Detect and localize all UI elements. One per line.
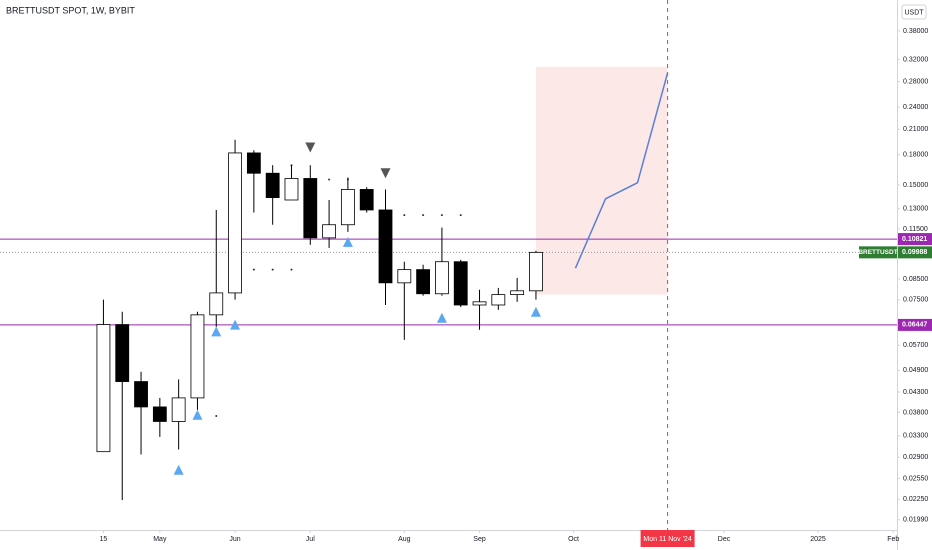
candle-body (209, 292, 224, 316)
up-marker (530, 306, 541, 317)
x-tick-label: Feb (887, 536, 899, 543)
candle-body (246, 152, 261, 174)
candle-body (416, 269, 431, 295)
level-box (898, 233, 932, 246)
x-tick-label: 15 (100, 536, 108, 543)
indicator-dot (252, 268, 255, 271)
y-tick-label: 0.13000 (903, 206, 928, 213)
level-label: 0.10821 (902, 236, 927, 243)
candle-body (472, 301, 487, 306)
x-tick-label: Mon 11 Nov '24 (643, 536, 691, 543)
up-marker (436, 312, 447, 323)
y-tick-label: 0.28000 (903, 78, 928, 85)
y-tick-label: 0.05700 (903, 342, 928, 349)
x-tick-label: Dec (718, 536, 731, 543)
x-tick-label: Sep (473, 536, 486, 543)
y-tick-label: 0.21000 (903, 126, 928, 133)
x-tick-label: May (153, 536, 167, 543)
indicator-dot (440, 214, 443, 217)
last-price-label: 0.09988 (902, 249, 927, 256)
level-box (898, 318, 932, 331)
up-marker (173, 464, 184, 475)
candle-body (510, 290, 525, 296)
candle-body (134, 381, 148, 408)
target-zone (535, 66, 668, 295)
candle-body (228, 152, 242, 294)
y-tick-label: 0.07500 (903, 297, 928, 304)
indicator-dot (290, 268, 293, 271)
candle-body (359, 189, 374, 211)
y-tick-label: 0.04900 (903, 367, 928, 374)
x-tick-label: Oct (568, 536, 579, 543)
up-marker (192, 409, 203, 420)
last-price-box (898, 246, 932, 259)
candle-body (190, 314, 205, 399)
x-tick-label: Aug (398, 536, 411, 543)
highlight-date-box (640, 530, 695, 547)
y-tick-label: 0.32000 (903, 56, 928, 63)
y-tick-label: 0.01990 (903, 517, 928, 524)
y-tick-label: 0.38000 (903, 28, 928, 35)
indicator-dot (215, 415, 218, 418)
x-tick-label: 2025 (810, 536, 826, 543)
candle-body (491, 294, 506, 306)
projection-line (574, 72, 669, 269)
up-marker (211, 326, 222, 337)
y-tick-label: 0.03300 (903, 433, 928, 440)
y-tick-label: 0.18000 (903, 152, 928, 159)
currency-box[interactable] (901, 4, 927, 20)
y-tick-label: 0.02900 (903, 454, 928, 461)
candle-body (529, 251, 543, 292)
chart-title: BRETTUSDT SPOT, 1W, BYBIT (6, 5, 135, 15)
symbol-label: BRETTUSDT (858, 249, 897, 256)
currency: USDT (904, 9, 924, 16)
y-tick-label: 0.02550 (903, 475, 928, 482)
x-tick-label: Jun (229, 536, 240, 543)
symbol-box (859, 246, 897, 259)
indicator-dot (459, 214, 462, 217)
y-tick-label: 0.03800 (903, 409, 928, 416)
up-marker (230, 319, 241, 330)
candle-body (96, 324, 111, 453)
candle-body (303, 178, 318, 239)
y-tick-label: 0.11500 (903, 226, 928, 233)
y-tick-label: 0.02250 (903, 496, 928, 503)
candle-body (340, 189, 355, 226)
y-tick-label: 0.08500 (903, 276, 928, 283)
y-tick-label: 0.24000 (903, 104, 928, 111)
candle-body (265, 172, 280, 198)
candle-body (152, 406, 167, 422)
candle-body (453, 261, 468, 306)
x-tick-label: Jul (306, 536, 315, 543)
candle-body (397, 269, 412, 284)
indicator-dot (422, 214, 425, 217)
candle-body (115, 324, 130, 382)
y-tick-label: 0.15000 (903, 182, 928, 189)
down-marker (305, 142, 316, 153)
indicator-dot (328, 178, 331, 181)
indicator-dot (271, 268, 274, 271)
level-label: 0.06447 (902, 322, 927, 329)
y-tick-label: 0.04300 (903, 389, 928, 396)
candle-body (435, 261, 449, 295)
down-marker (380, 168, 391, 179)
candle-body (284, 178, 299, 201)
indicator-dot (403, 214, 406, 217)
up-marker (342, 236, 353, 247)
candle-body (322, 224, 336, 239)
candle-body (171, 397, 186, 422)
candle-body (378, 209, 393, 284)
